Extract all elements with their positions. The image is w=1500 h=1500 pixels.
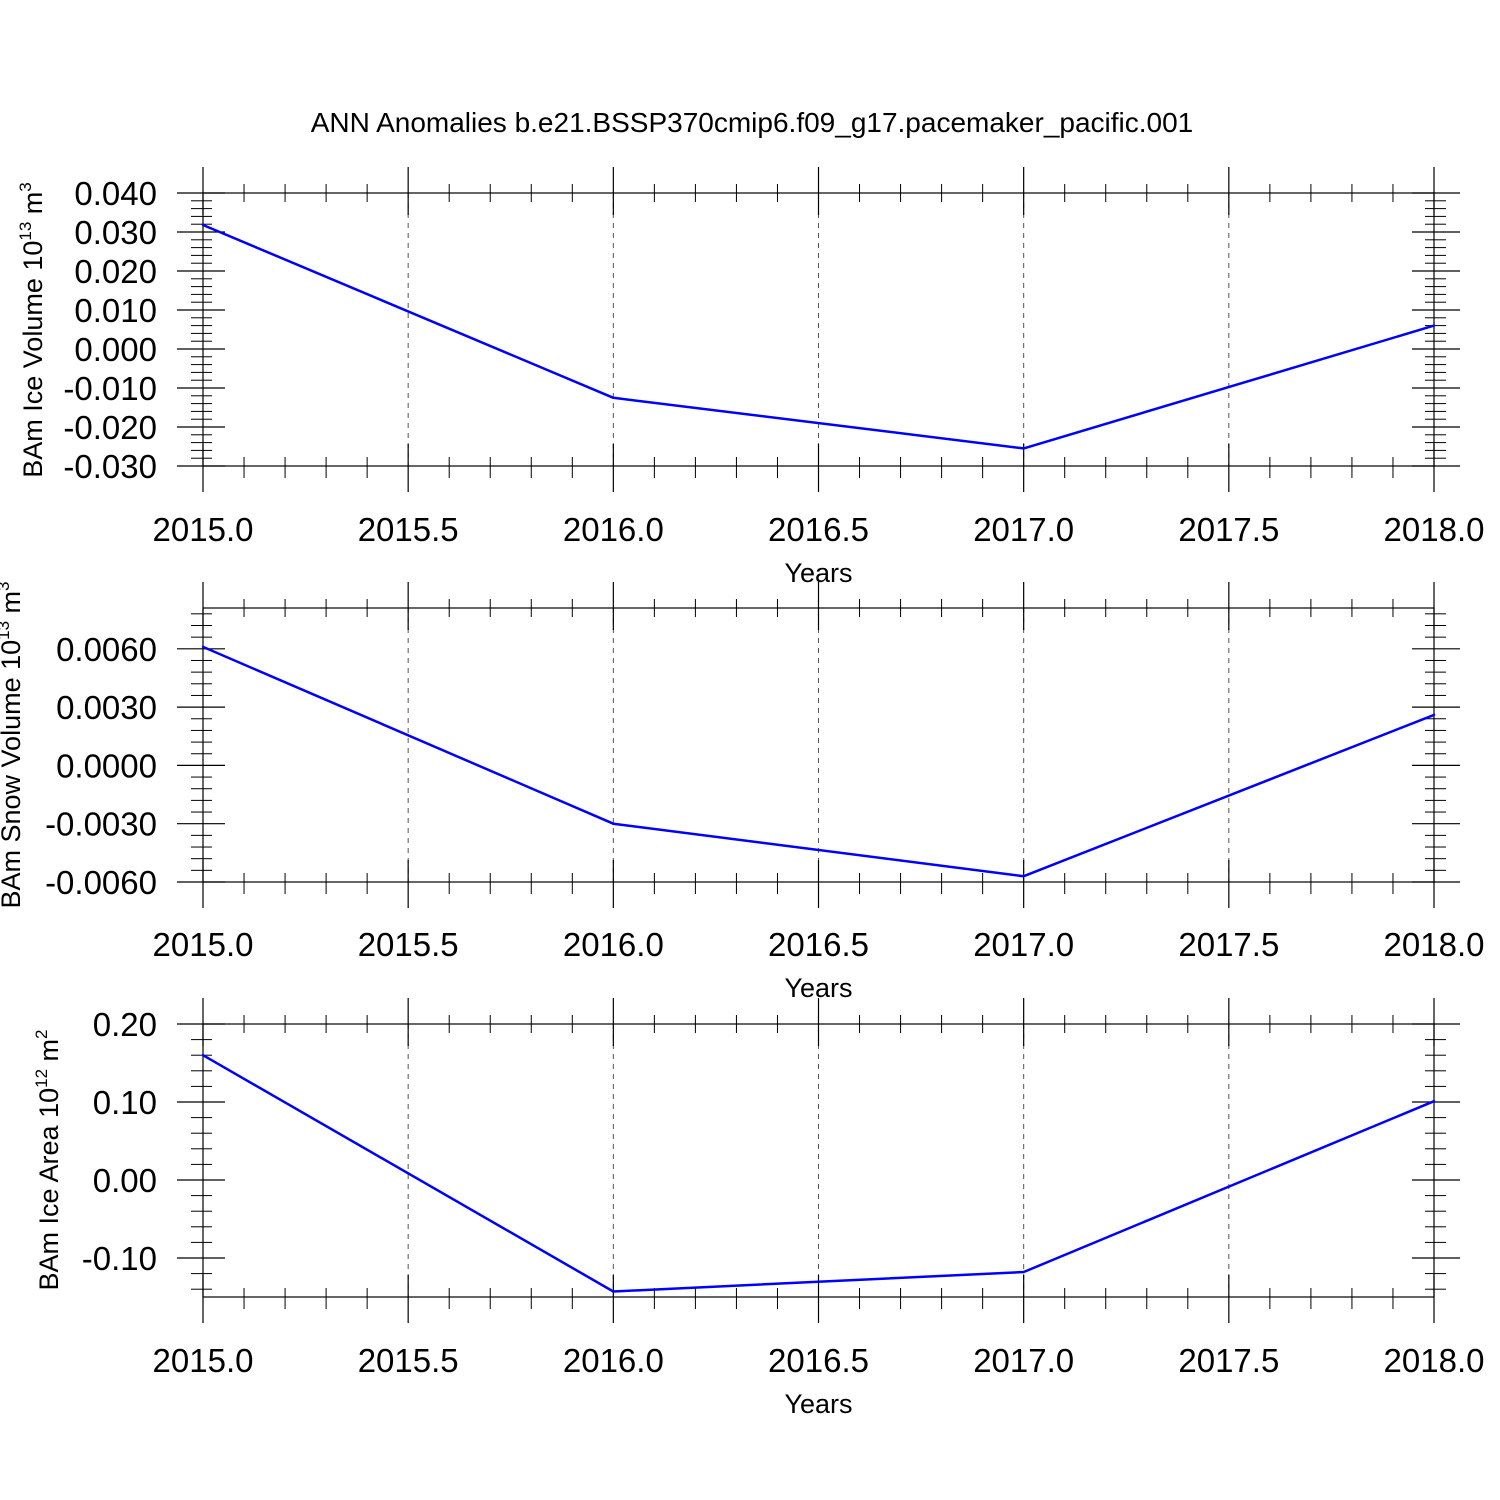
chart-panel-3: 2015.0 2015.5 2016.0 2016.5 2017.0 2017.5 2018… [32, 998, 1484, 1419]
x-tick-label: 2018.0 [1384, 1342, 1485, 1379]
y-tick-label: 0.040 [74, 175, 157, 212]
y-tick-label: 0.000 [74, 331, 157, 368]
data-point [612, 1290, 615, 1293]
x-tick-label: 2016.5 [768, 926, 869, 963]
figure-title: ANN Anomalies b.e21.BSSP370cmip6.f09_g17… [311, 107, 1194, 138]
x-tick-label: 2017.0 [973, 511, 1074, 548]
data-point [201, 1054, 205, 1057]
y-tick-label: -0.0030 [45, 806, 157, 843]
y-tick-label: 0.10 [93, 1084, 157, 1121]
x-tick-label: 2017.5 [1178, 1342, 1279, 1379]
x-tick-label: 2015.0 [153, 1342, 254, 1379]
chart-panel-2: 2015.0 2015.5 2016.0 2016.5 2017.0 2017.5 2018… [0, 581, 1484, 1003]
chart-panel-1: 2015.0 2015.5 2016.0 2016.5 2017.0 2017.5 2018… [16, 167, 1484, 588]
x-tick-label: 2015.5 [358, 511, 459, 548]
y-tick-label: 0.20 [93, 1006, 157, 1043]
x-tick-label: 2018.0 [1384, 926, 1485, 963]
x-tick-label: 2016.5 [768, 1342, 869, 1379]
x-tick-label: 2016.5 [768, 511, 869, 548]
data-point [1432, 713, 1436, 717]
y-tick-label: 0.010 [74, 292, 157, 329]
x-tick-label: 2017.5 [1178, 926, 1279, 963]
x-axis-label: Years [784, 1389, 852, 1419]
y-tick-label: 0.020 [74, 253, 157, 290]
x-tick-label: 2015.0 [153, 511, 254, 548]
series-line [202, 223, 1435, 450]
data-point [1432, 1100, 1436, 1103]
data-point [1022, 874, 1025, 878]
x-tick-label: 2016.0 [563, 926, 664, 963]
x-tick-label: 2017.0 [973, 1342, 1074, 1379]
y-tick-label: -0.020 [63, 409, 157, 446]
data-point [612, 822, 615, 825]
y-tick-label: -0.10 [82, 1240, 157, 1277]
data-point [1022, 447, 1025, 450]
y-axis-label: BAm Ice Area 1012 m2 [32, 1030, 64, 1291]
data-point [201, 645, 205, 649]
y-axis-label: BAm Ice Volume 1013 m3 [16, 182, 48, 478]
y-tick-label: 0.00 [93, 1162, 157, 1199]
data-point [1432, 324, 1436, 327]
data-point [1022, 1270, 1025, 1274]
y-tick-label: -0.0060 [45, 864, 157, 901]
x-tick-label: 2017.0 [973, 926, 1074, 963]
data-point [612, 396, 615, 399]
y-tick-label: -0.030 [63, 448, 157, 485]
y-tick-label: 0.030 [74, 214, 157, 251]
series-line [202, 645, 1435, 878]
y-axis-label: BAm Snow Volume 1013 m3 [0, 581, 26, 908]
x-tick-label: 2015.0 [153, 926, 254, 963]
x-tick-label: 2016.0 [563, 511, 664, 548]
x-tick-label: 2018.0 [1384, 511, 1485, 548]
y-tick-label: 0.0060 [56, 631, 157, 668]
x-tick-label: 2015.5 [358, 1342, 459, 1379]
y-tick-label: 0.0000 [56, 747, 157, 784]
x-tick-label: 2015.5 [358, 926, 459, 963]
x-tick-label: 2016.0 [563, 1342, 664, 1379]
series-line [202, 1054, 1435, 1293]
y-tick-label: -0.010 [63, 370, 157, 407]
data-point [201, 223, 205, 227]
y-tick-label: 0.0030 [56, 689, 157, 726]
x-tick-label: 2017.5 [1178, 511, 1279, 548]
